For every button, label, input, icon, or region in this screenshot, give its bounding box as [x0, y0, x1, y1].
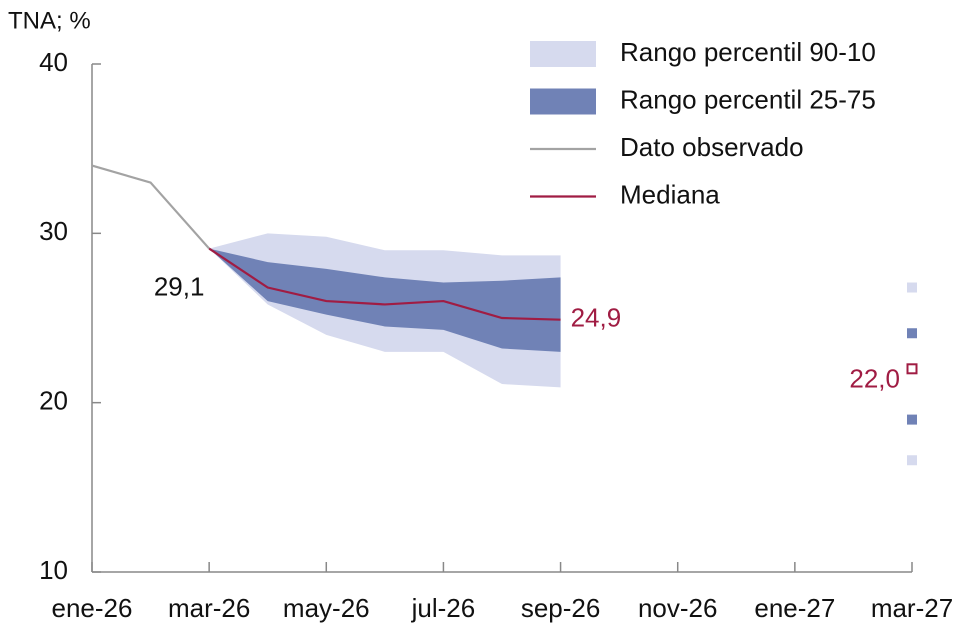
- line: [91, 164, 210, 250]
- band-lower-point: [907, 455, 917, 466]
- line-point: [906, 363, 918, 375]
- y-tick-label: 10: [39, 555, 68, 585]
- band-area: [209, 248, 561, 352]
- data-label: 22,0: [849, 364, 900, 394]
- x-tick-label: sep-26: [521, 593, 601, 623]
- x-tick-label: ene-27: [754, 593, 835, 623]
- y-tick-label: 30: [39, 216, 68, 246]
- y-tick-label: 20: [39, 386, 68, 416]
- y-tick-label: 40: [39, 47, 68, 77]
- x-tick-label: may-26: [283, 593, 370, 623]
- data-label: 29,1: [154, 271, 205, 301]
- band-upper-point: [907, 328, 917, 339]
- x-tick-label: jul-26: [411, 593, 476, 623]
- x-tick-label: nov-26: [638, 593, 718, 623]
- y-axis-label: TNA; %: [8, 7, 91, 34]
- legend-swatch: [530, 41, 596, 67]
- legend-label: Dato observado: [620, 132, 804, 162]
- legend-label: Rango percentil 90-10: [620, 37, 876, 67]
- band-lower-point: [907, 414, 917, 425]
- legend-swatch: [530, 88, 596, 115]
- x-tick-label: ene-26: [52, 593, 133, 623]
- x-tick-label: mar-26: [168, 593, 250, 623]
- data-label: 24,9: [571, 303, 622, 333]
- legend-label: Rango percentil 25-75: [620, 84, 876, 114]
- band-upper-point: [907, 282, 917, 293]
- x-tick-label: mar-27: [871, 593, 953, 623]
- legend-label: Mediana: [620, 179, 720, 209]
- line: [208, 247, 561, 321]
